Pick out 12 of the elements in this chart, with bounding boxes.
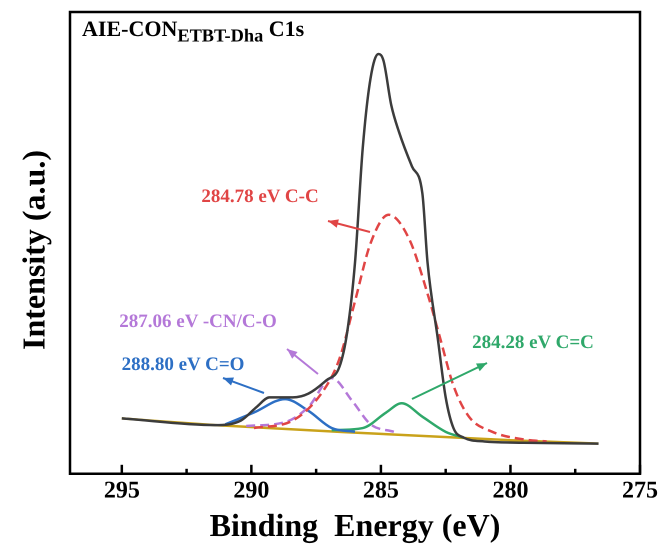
annotation: 284.28 eV C=C (472, 332, 594, 353)
x-tick-label: 290 (233, 477, 270, 504)
y-axis-title: Intensity (a.u.) (16, 150, 52, 350)
annotation: 288.80 eV C=O (122, 354, 244, 375)
x-tick-label: 285 (362, 477, 399, 504)
x-axis-title: Binding Energy (eV) (210, 507, 500, 544)
annotation: 284.78 eV C-C (201, 186, 319, 207)
annotation: 287.06 eV -CN/C-O (119, 310, 277, 332)
x-tick-label: 295 (104, 477, 140, 504)
x-tick-label: 280 (492, 477, 528, 504)
x-tick-label: 275 (622, 477, 658, 504)
chart-title: AIE-CON$_{ETBT-Dha}$ C1s (82, 16, 304, 46)
